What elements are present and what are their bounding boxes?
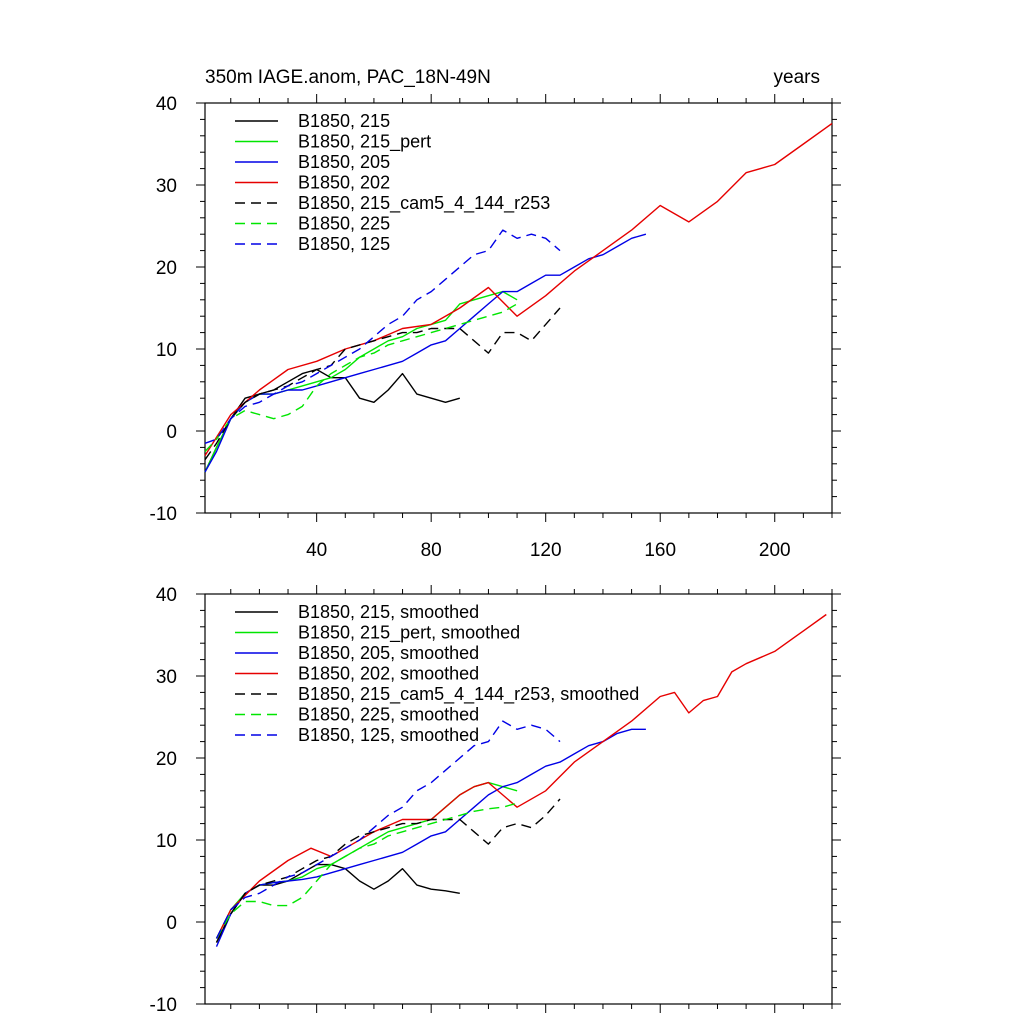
y-tick-label: 30 — [156, 176, 177, 197]
y-tick-label: 20 — [156, 258, 177, 279]
legend-label: B1850, 215_cam5_4_144_r253, smoothed — [298, 684, 639, 705]
legend-label: B1850, 215 — [298, 111, 390, 131]
top-panel: -10 0 10 20 30 40 40 80 120 160 200 350m IAGE.anom,… — [150, 67, 841, 561]
plot-frame — [204, 593, 833, 1005]
legend-label: B1850, 205 — [298, 152, 390, 172]
legend-label: B1850, 125 — [298, 234, 390, 254]
series-line-4 — [215, 613, 827, 939]
series-line-2 — [215, 781, 518, 939]
series-line-3 — [215, 728, 646, 947]
legend-label: B1850, 225 — [298, 214, 390, 234]
legend-label: B1850, 215_cam5_4_144_r253 — [298, 193, 550, 214]
series-line-5 — [215, 798, 561, 943]
y-tick-label: 10 — [156, 831, 177, 852]
legend-label: B1850, 125, smoothed — [298, 725, 479, 745]
series-line-3 — [204, 233, 647, 473]
legend-label: B1850, 202 — [298, 173, 390, 193]
y-tick-label: 30 — [156, 667, 177, 688]
series-line-1 — [204, 368, 460, 473]
chart-title: 350m IAGE.anom, PAC_18N-49N — [205, 67, 491, 88]
y-tick-label: 0 — [166, 913, 177, 934]
y-tick-label: -10 — [150, 504, 177, 525]
plot-frame — [204, 102, 833, 514]
legend-label: B1850, 202, smoothed — [298, 664, 479, 684]
legend-label: B1850, 215_pert, smoothed — [298, 623, 520, 644]
legend-label: B1850, 205, smoothed — [298, 643, 479, 663]
series-line-4 — [204, 122, 833, 456]
x-tick-label: 160 — [644, 540, 676, 561]
x-tick-label: 120 — [530, 540, 562, 561]
legend-label: B1850, 225, smoothed — [298, 705, 479, 725]
series-line-1 — [215, 863, 460, 943]
series-line-5 — [204, 307, 561, 461]
y-tick-label: 10 — [156, 340, 177, 361]
series-line-6 — [204, 303, 518, 452]
legend-label: B1850, 215, smoothed — [298, 602, 479, 622]
y-tick-label: 40 — [156, 94, 177, 115]
y-tick-label: -10 — [150, 995, 177, 1016]
y-tick-label: 40 — [156, 585, 177, 606]
series-line-6 — [215, 802, 518, 939]
legend-label: B1850, 215_pert — [298, 132, 431, 153]
chart-title-right: years — [774, 67, 820, 88]
series-line-7 — [215, 720, 561, 939]
x-tick-label: 80 — [421, 540, 442, 561]
x-tick-label: 40 — [306, 540, 327, 561]
series-line-7 — [204, 229, 561, 444]
y-tick-label: 0 — [166, 422, 177, 443]
y-tick-label: 20 — [156, 749, 177, 770]
x-tick-label: 200 — [759, 540, 791, 561]
